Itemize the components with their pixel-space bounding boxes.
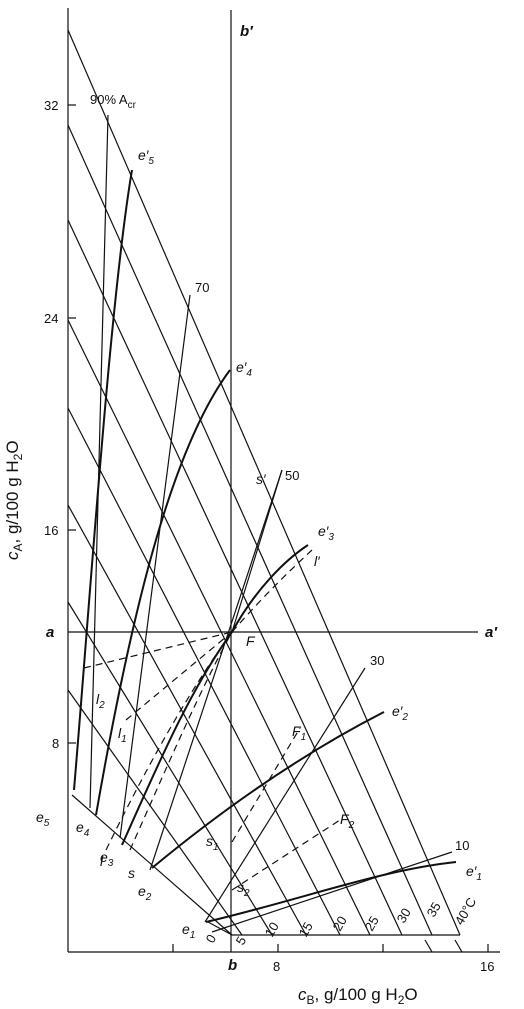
label-e5: e5: [36, 809, 50, 829]
temp-label-40: 40°C: [452, 895, 480, 928]
label-a-prime: a′: [485, 624, 498, 641]
label-l2: l2: [96, 691, 105, 711]
isotherm-tick: [424, 939, 433, 953]
label-l1: l1: [118, 725, 127, 745]
isotherm-line: [67, 689, 243, 936]
label-l-prime: l′: [314, 553, 321, 569]
tie-line-l1: [125, 631, 233, 721]
tie-line-l2: [83, 631, 233, 669]
percent-label: 90% Acr: [90, 92, 137, 111]
curve-e5: [73, 169, 133, 791]
label-e4: e4: [76, 819, 90, 839]
isotherm-line: [67, 219, 403, 936]
curve-e2: [151, 711, 385, 869]
label-e4-prime: e′4: [236, 359, 252, 379]
y-axis-title: cA, g/100 g H2O: [3, 440, 25, 560]
isotherm-line: [67, 124, 433, 936]
curve-e3: [121, 544, 309, 846]
tie-line-s2: [231, 819, 341, 891]
label-F2: F2: [340, 811, 355, 831]
s-prime-line: [231, 469, 283, 633]
curve-s: [129, 631, 233, 851]
temp-label-25: 25: [362, 913, 382, 933]
label-a: a: [46, 624, 54, 641]
label-b-prime: b′: [240, 23, 254, 40]
isotherm-line: [67, 407, 341, 936]
bottom-edge: [207, 921, 233, 936]
label-e1-prime: e′1: [466, 863, 482, 883]
composition-line-10: [211, 851, 453, 933]
isotherm-tick: [454, 939, 463, 953]
y-tick-label: 8: [52, 736, 59, 751]
label-s1: s1: [206, 833, 219, 853]
isotherm-line: [67, 504, 307, 936]
temp-label-5: 5: [233, 934, 250, 948]
composition-line-30: [204, 667, 366, 923]
x-axis-title: cB, g/100 g H2O: [298, 985, 418, 1007]
temp-label-10: 10: [262, 919, 282, 939]
label-F: F: [246, 633, 256, 649]
temp-label-30: 30: [394, 905, 414, 925]
label-e2: e2: [138, 883, 152, 903]
label-l: l: [100, 853, 104, 869]
label-e5-prime: e′5: [138, 147, 154, 167]
solid-label-10: 10: [455, 838, 469, 853]
temperature-labels: 0 5 10 15 20 25 30 35 40°C: [203, 895, 480, 948]
label-s-prime: s′: [256, 471, 267, 487]
y-tick-label: 32: [44, 98, 58, 113]
temp-label-35: 35: [424, 899, 444, 919]
x-tick-label: 16: [480, 959, 494, 974]
solid-label-50: 50: [285, 468, 299, 483]
label-b: b: [228, 957, 237, 974]
label-e3: e3: [100, 849, 114, 869]
label-e2-prime: e′2: [392, 703, 408, 723]
label-F1: F1: [292, 723, 306, 743]
solid-label-70: 70: [195, 280, 209, 295]
curve-e4: [95, 369, 231, 816]
composition-line-90: [89, 114, 109, 809]
curve-e1: [205, 861, 457, 923]
y-tick-label: 24: [44, 311, 58, 326]
curve-l: [105, 549, 313, 851]
label-e1: e1: [182, 921, 195, 941]
label-e3-prime: e′3: [318, 523, 334, 543]
temp-label-20: 20: [330, 913, 350, 933]
outer-diagonal: [67, 29, 461, 936]
composition-line-50: [149, 469, 283, 871]
isotherm-line: [67, 319, 371, 936]
label-s: s: [128, 865, 135, 881]
isotherm-line: [67, 601, 273, 936]
label-s2: s2: [237, 879, 250, 899]
composition-line-70: [119, 294, 191, 839]
x-tick-label: 8: [273, 959, 280, 974]
solid-label-30: 30: [370, 653, 384, 668]
y-tick-label: 16: [44, 523, 58, 538]
temp-label-0: 0: [203, 932, 220, 946]
temp-label-15: 15: [296, 919, 316, 939]
tie-line-s1: [231, 727, 301, 843]
